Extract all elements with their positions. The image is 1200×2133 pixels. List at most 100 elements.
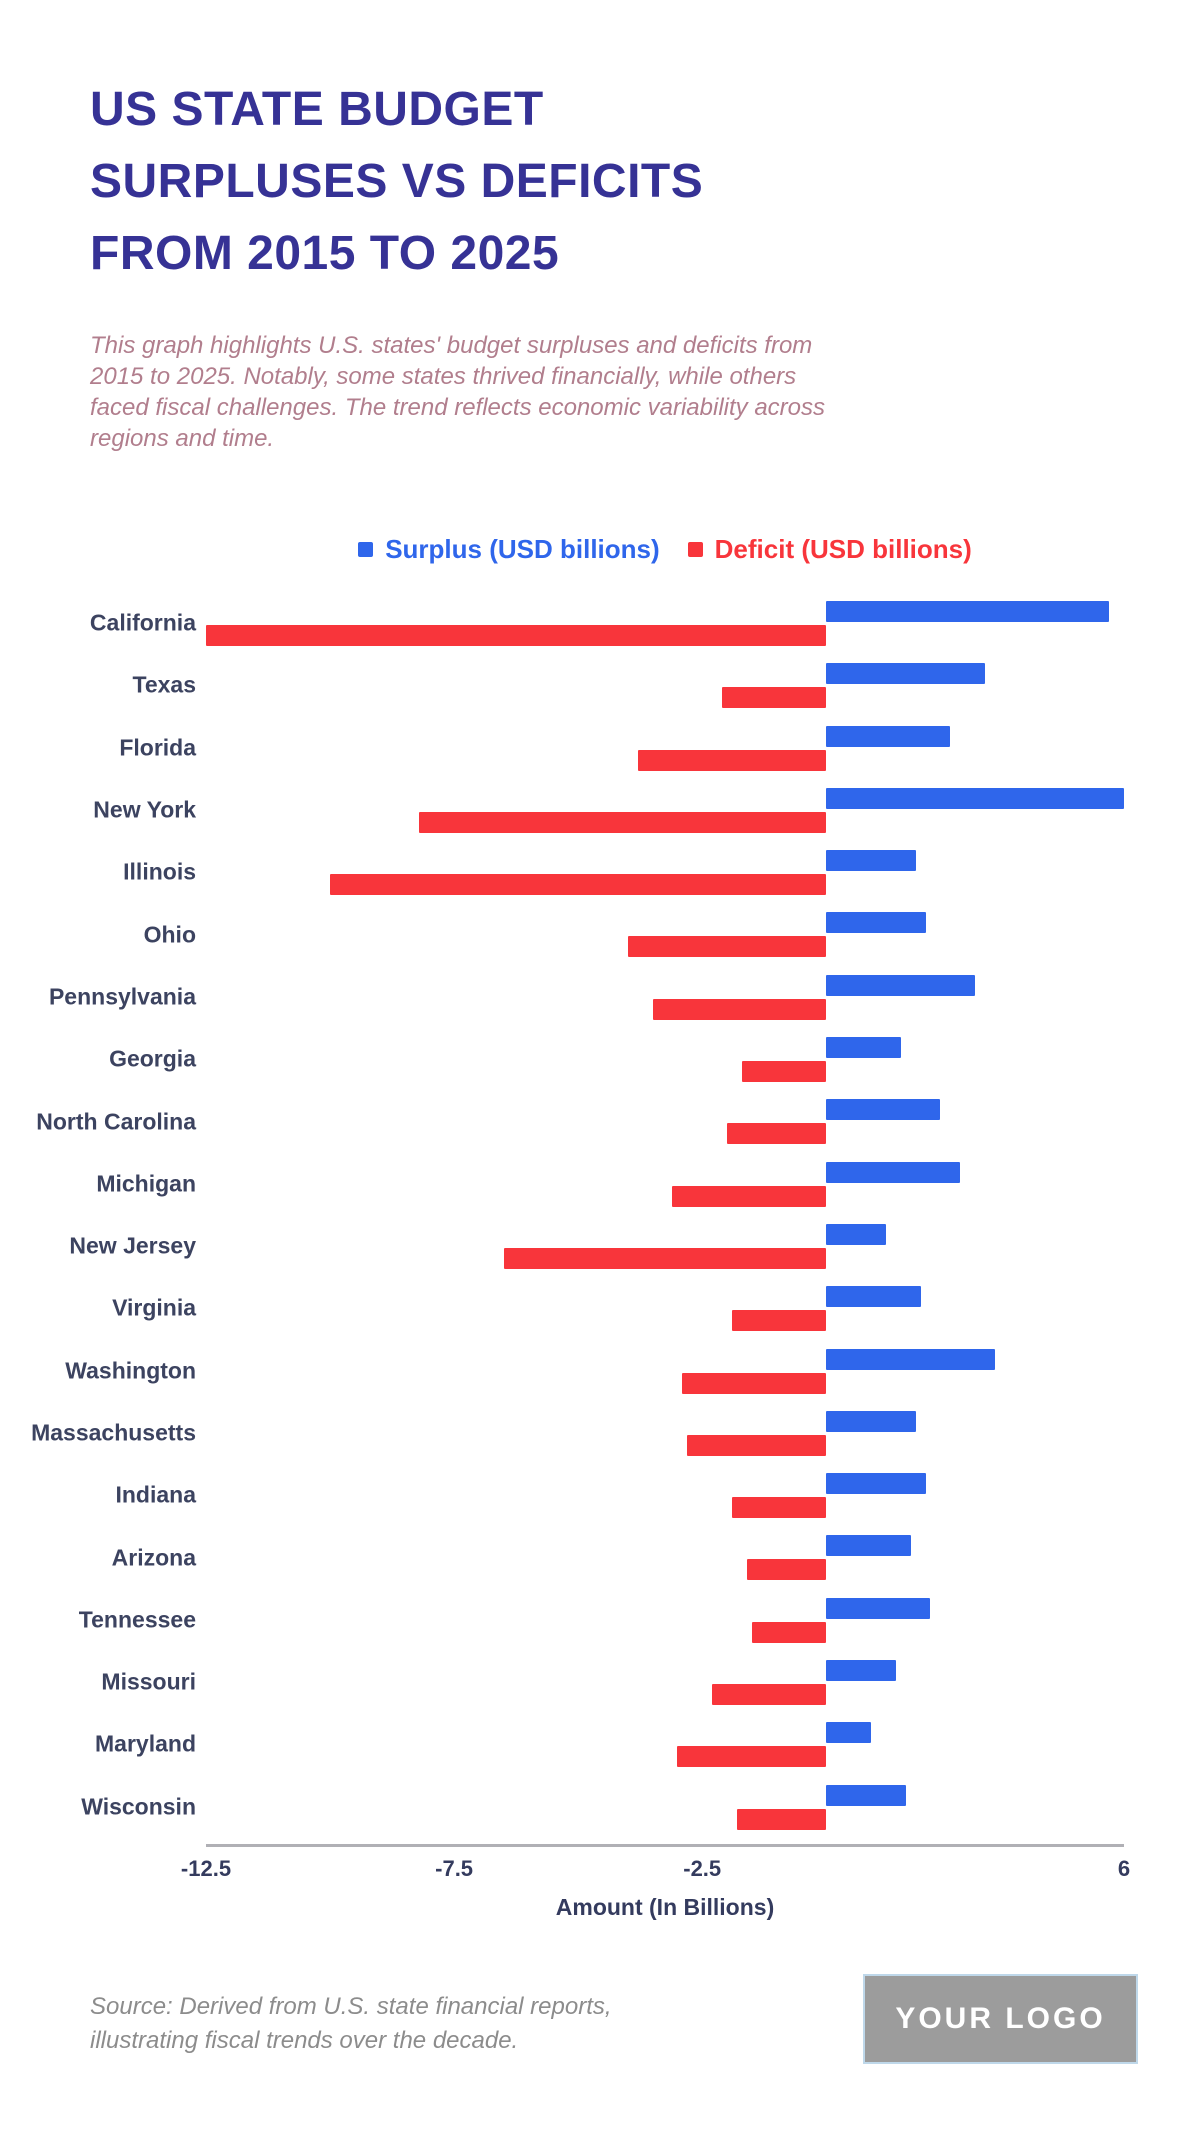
deficit-bar <box>746 1559 827 1581</box>
chart-row: Arizona <box>0 1526 1200 1588</box>
deficit-bar <box>687 1434 827 1456</box>
deficit-bar <box>731 1310 827 1332</box>
category-label: Tennessee <box>78 1606 196 1633</box>
surplus-bar <box>826 601 1110 622</box>
chart-row: Georgia <box>0 1028 1200 1090</box>
surplus-bar <box>826 1037 901 1059</box>
chart-row: Missouri <box>0 1651 1200 1713</box>
surplus-bar <box>826 1161 961 1183</box>
category-label: Massachusetts <box>31 1419 196 1446</box>
deficit-bar <box>672 1185 827 1207</box>
deficit-bar <box>503 1247 827 1269</box>
legend-label: Deficit (USD billions) <box>714 533 972 564</box>
chart-row: Tennessee <box>0 1589 1200 1651</box>
deficit-bar <box>682 1372 827 1394</box>
category-label: New York <box>93 796 196 823</box>
chart-row: North Carolina <box>0 1090 1200 1152</box>
category-label: Virginia <box>112 1294 196 1321</box>
category-label: Georgia <box>109 1045 196 1072</box>
surplus-bar <box>826 850 916 872</box>
surplus-bar <box>826 1348 995 1370</box>
category-label: Wisconsin <box>81 1793 196 1820</box>
x-axis-title: Amount (In Billions) <box>555 1894 775 1920</box>
surplus-bar <box>826 912 926 934</box>
category-label: Arizona <box>111 1544 196 1571</box>
surplus-bar <box>826 1597 931 1619</box>
chart-row: Florida <box>0 717 1200 779</box>
category-label: California <box>89 609 196 636</box>
chart-row: Massachusetts <box>0 1402 1200 1464</box>
category-label: Ohio <box>143 921 196 948</box>
surplus-bar <box>826 1286 921 1308</box>
surplus-bar <box>826 1223 886 1245</box>
surplus-bar <box>826 1535 911 1557</box>
category-label: Florida <box>119 734 196 761</box>
chart-row: New Jersey <box>0 1215 1200 1277</box>
deficit-bar <box>637 749 827 771</box>
logo-placeholder: YOUR LOGO <box>863 1974 1138 2064</box>
chart-row: Maryland <box>0 1713 1200 1775</box>
legend-label: Surplus (USD billions) <box>385 533 660 564</box>
category-label: Washington <box>65 1357 196 1384</box>
deficit-bar <box>712 1684 827 1706</box>
chart-row: Ohio <box>0 903 1200 965</box>
page-title-line-3: FROM 2015 TO 2025 <box>90 227 560 280</box>
page-title-line-1: US STATE BUDGET <box>90 83 544 136</box>
surplus-bar <box>826 1099 941 1121</box>
deficit-bar <box>652 998 827 1020</box>
chart-row: Washington <box>0 1340 1200 1402</box>
surplus-bar <box>826 725 951 747</box>
deficit-bar <box>722 687 827 709</box>
x-axis-ticks: -12.5 -7.5 -2.5 6 <box>0 1856 1200 1886</box>
page-subtitle: This graph highlights U.S. states' budge… <box>90 332 825 452</box>
surplus-bar <box>826 1784 906 1806</box>
deficit-bar <box>736 1808 827 1830</box>
surplus-bar <box>826 974 976 996</box>
surplus-bar <box>826 663 986 685</box>
page-title: US STATE BUDGET SURPLUSES VS DEFICITS FR… <box>90 74 910 290</box>
x-axis-tick-label: -7.5 <box>435 1856 474 1881</box>
x-axis-tick-label: 6 <box>1117 1856 1131 1881</box>
deficit-bar <box>419 811 827 833</box>
legend-item-surplus: Surplus (USD billions) <box>358 533 660 565</box>
surplus-bar <box>826 1473 926 1495</box>
category-label: Texas <box>132 671 196 698</box>
surplus-bar <box>826 1722 871 1744</box>
chart-row: Michigan <box>0 1153 1200 1215</box>
chart-row: Pennsylvania <box>0 966 1200 1028</box>
legend-item-deficit: Deficit (USD billions) <box>687 533 972 565</box>
chart-row: Illinois <box>0 841 1200 903</box>
bar-chart: California Texas Florida New York Illinois Oh… <box>0 592 1200 1838</box>
deficit-bar <box>677 1746 827 1768</box>
deficit-bar <box>330 874 827 896</box>
chart-row: Indiana <box>0 1464 1200 1526</box>
surplus-bar <box>826 787 1124 809</box>
page-title-line-2: SURPLUSES VS DEFICITS <box>90 155 704 208</box>
chart-row: New York <box>0 779 1200 841</box>
legend-swatch-icon <box>358 541 374 557</box>
category-label: New Jersey <box>69 1232 196 1259</box>
chart-legend: Surplus (USD billions) Deficit (USD billi… <box>206 532 1124 566</box>
chart-row: California <box>0 592 1200 654</box>
logo-text: YOUR LOGO <box>895 2002 1106 2035</box>
x-axis-line <box>206 1844 1124 1847</box>
x-axis-tick-label: -12.5 <box>180 1856 232 1881</box>
deficit-bar <box>627 936 827 958</box>
legend-swatch-icon <box>687 541 703 557</box>
category-label: Indiana <box>115 1481 196 1508</box>
source-note: Source: Derived from U.S. state financia… <box>90 1993 612 2054</box>
deficit-bar <box>741 1061 827 1083</box>
category-label: Maryland <box>95 1730 196 1757</box>
category-label: Pennsylvania <box>48 983 196 1010</box>
x-axis-tick-label: -2.5 <box>683 1856 722 1881</box>
category-label: Illinois <box>123 858 196 885</box>
deficit-bar <box>727 1123 827 1145</box>
category-label: Missouri <box>101 1668 196 1695</box>
deficit-bar <box>731 1497 827 1519</box>
surplus-bar <box>826 1660 896 1682</box>
deficit-bar <box>206 625 827 646</box>
category-label: North Carolina <box>36 1108 196 1135</box>
chart-row: Virginia <box>0 1277 1200 1339</box>
chart-row: Texas <box>0 654 1200 716</box>
